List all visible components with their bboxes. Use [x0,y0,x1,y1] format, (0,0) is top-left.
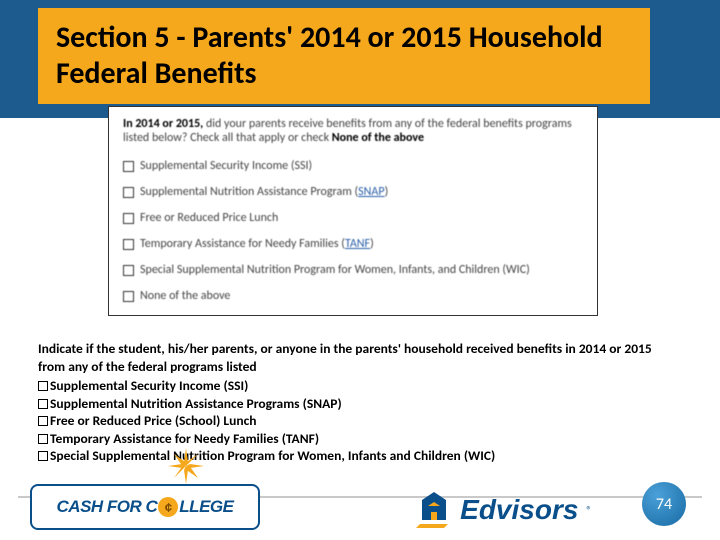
edvisors-logo: Edvisors ® [414,490,592,530]
form-screenshot: In 2014 or 2015, did your parents receiv… [108,106,598,316]
form-checkbox-label: Free or Reduced Price Lunch [140,211,278,225]
checkbox-glyph-icon [38,399,48,409]
slide-title: Section 5 - Parents' 2014 or 2015 Househ… [56,20,632,92]
form-prompt-suffix: None of the above [332,131,424,145]
form-prompt-prefix: In 2014 or 2015, [123,117,203,131]
instructions-block: Indicate if the student, his/her parents… [38,340,676,465]
form-checkbox-row: Special Supplemental Nutrition Program f… [123,257,583,283]
cfc-text-right: LLEGE [179,497,233,517]
form-checkbox-label: None of the above [140,289,230,303]
form-prompt: In 2014 or 2015, did your parents receiv… [123,117,583,145]
instruction-bullet: Supplemental Security Income (SSI) [38,377,676,395]
checkbox-glyph-icon [38,434,48,444]
form-checkbox-label: Temporary Assistance for Needy Families … [140,237,374,251]
form-checkbox-label: Supplemental Nutrition Assistance Progra… [140,185,388,199]
form-checkbox-row: None of the above [123,283,583,309]
checkbox-icon[interactable] [123,213,134,224]
checkbox-glyph-icon [38,381,48,391]
cash-for-college-logo: CASH FOR C ¢ LLEGE [30,484,260,530]
registered-mark: ® [586,504,592,517]
edvisors-wordmark: Edvisors [460,494,578,526]
cfc-text-left: CASH FOR C [57,497,158,517]
form-checkbox-label: Supplemental Security Income (SSI) [140,159,312,173]
checkbox-glyph-icon [38,451,48,461]
form-checkbox-label: Special Supplemental Nutrition Program f… [140,263,530,277]
instruction-bullet: Free or Reduced Price (School) Lunch [38,412,676,430]
page-number: 74 [656,495,672,514]
checkbox-icon[interactable] [123,265,134,276]
form-link[interactable]: TANF [345,237,370,251]
instructions-bullet-list: Supplemental Security Income (SSI)Supple… [38,377,676,465]
form-link[interactable]: SNAP [358,185,384,199]
checkbox-icon[interactable] [123,239,134,250]
edvisors-mark-icon [414,490,454,530]
page-number-badge: 74 [642,482,686,526]
checkbox-icon[interactable] [123,161,134,172]
form-checkbox-list: Supplemental Security Income (SSI) Supple… [123,153,583,309]
checkbox-glyph-icon [38,416,48,426]
star-burst-icon [168,448,204,484]
checkbox-icon[interactable] [123,291,134,302]
cfc-coin-icon: ¢ [158,497,178,517]
footer: CASH FOR C ¢ LLEGE Edvisors ® 74 [18,474,702,530]
instruction-bullet: Temporary Assistance for Needy Families … [38,430,676,448]
slide-title-block: Section 5 - Parents' 2014 or 2015 Househ… [38,8,650,104]
checkbox-icon[interactable] [123,187,134,198]
instructions-lead: Indicate if the student, his/her parents… [38,340,676,375]
form-checkbox-row: Supplemental Nutrition Assistance Progra… [123,179,583,205]
instruction-bullet: Supplemental Nutrition Assistance Progra… [38,395,676,413]
form-checkbox-row: Temporary Assistance for Needy Families … [123,231,583,257]
form-checkbox-row: Free or Reduced Price Lunch [123,205,583,231]
form-checkbox-row: Supplemental Security Income (SSI) [123,153,583,179]
instruction-bullet: Special Supplemental Nutrition Program f… [38,447,676,465]
